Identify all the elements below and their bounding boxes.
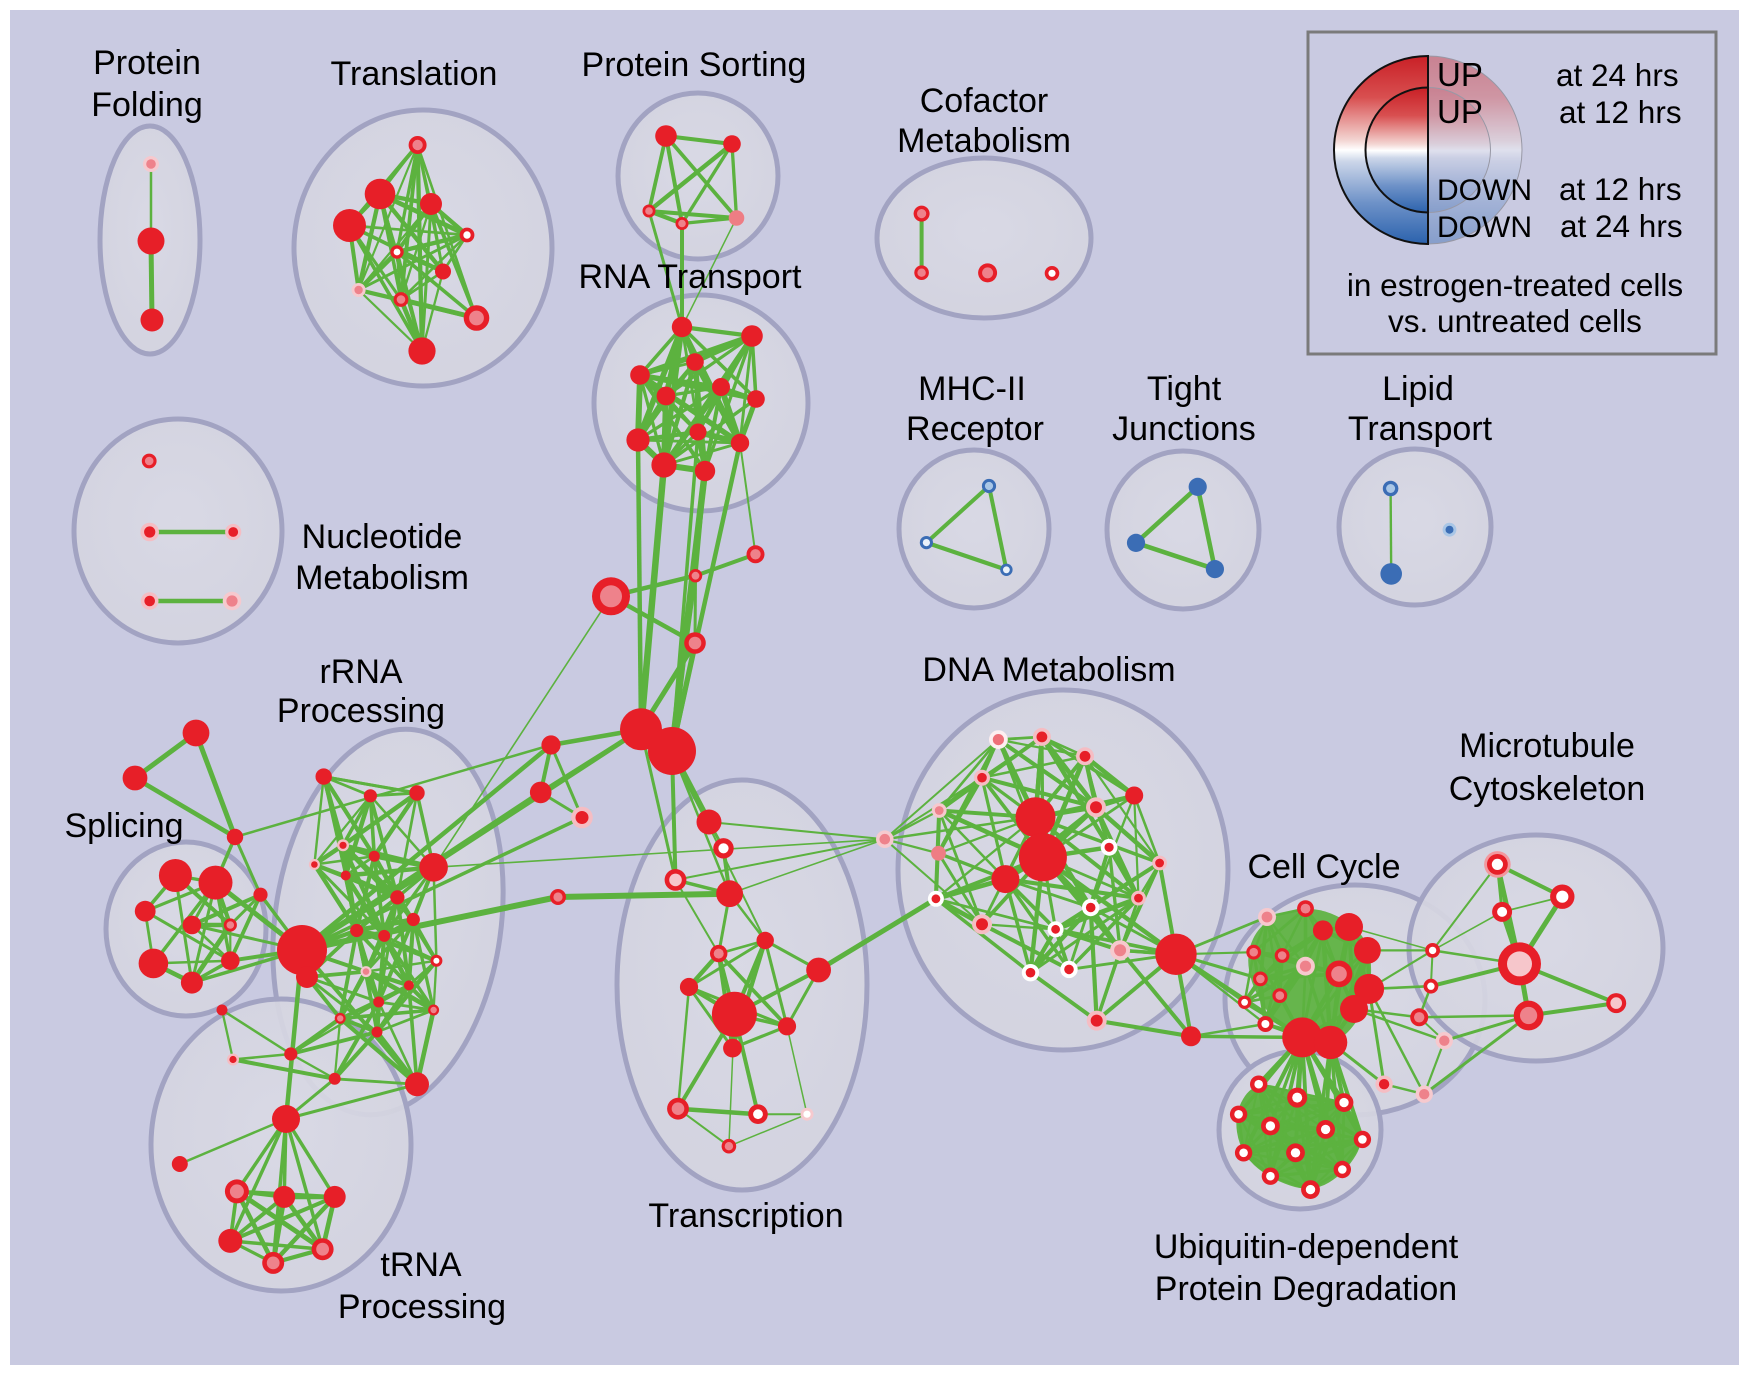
svg-text:MHC-II: MHC-II [918, 370, 1026, 408]
svg-text:Splicing: Splicing [64, 807, 183, 845]
svg-text:vs. untreated cells: vs. untreated cells [1388, 303, 1642, 339]
svg-text:Junctions: Junctions [1112, 410, 1256, 448]
svg-text:Processing: Processing [338, 1288, 506, 1326]
svg-text:at 12 hrs: at 12 hrs [1559, 171, 1682, 207]
svg-text:Folding: Folding [91, 86, 203, 124]
svg-text:Metabolism: Metabolism [295, 559, 469, 597]
svg-text:Translation: Translation [331, 55, 498, 93]
svg-text:Processing: Processing [277, 692, 445, 730]
svg-text:Microtubule: Microtubule [1459, 727, 1635, 765]
svg-text:UP: UP [1437, 93, 1483, 130]
svg-text:tRNA: tRNA [380, 1246, 462, 1284]
svg-text:Protein: Protein [93, 44, 201, 82]
svg-text:in estrogen-treated cells: in estrogen-treated cells [1347, 267, 1683, 303]
svg-text:Nucleotide: Nucleotide [302, 518, 463, 556]
svg-text:DOWN: DOWN [1437, 211, 1532, 244]
svg-text:RNA Transport: RNA Transport [579, 258, 803, 296]
svg-text:Cell Cycle: Cell Cycle [1247, 848, 1400, 886]
svg-text:DNA Metabolism: DNA Metabolism [922, 651, 1175, 689]
svg-text:Transport: Transport [1348, 410, 1493, 448]
svg-text:UP: UP [1437, 56, 1483, 93]
svg-text:Protein Degradation: Protein Degradation [1155, 1270, 1457, 1308]
svg-text:Metabolism: Metabolism [897, 122, 1071, 160]
svg-text:at 12 hrs: at 12 hrs [1559, 94, 1682, 130]
svg-text:Receptor: Receptor [906, 410, 1044, 448]
svg-text:at 24 hrs: at 24 hrs [1560, 208, 1683, 244]
svg-text:Transcription: Transcription [648, 1197, 843, 1235]
svg-text:Cofactor: Cofactor [920, 82, 1049, 120]
svg-text:Lipid: Lipid [1382, 370, 1454, 408]
svg-text:Cytoskeleton: Cytoskeleton [1449, 770, 1646, 808]
svg-text:Ubiquitin-dependent: Ubiquitin-dependent [1154, 1228, 1459, 1266]
svg-text:Protein Sorting: Protein Sorting [582, 46, 807, 84]
svg-text:Tight: Tight [1147, 370, 1222, 408]
svg-text:rRNA: rRNA [319, 653, 402, 691]
svg-text:at 24 hrs: at 24 hrs [1556, 57, 1679, 93]
svg-text:DOWN: DOWN [1437, 174, 1532, 207]
